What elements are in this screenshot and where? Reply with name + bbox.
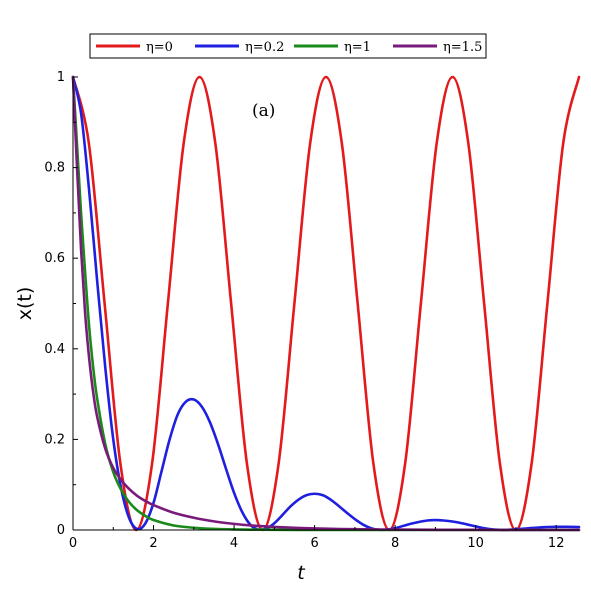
panel-annotation: (a) [252, 101, 275, 121]
series-line-3 [71, 75, 581, 532]
axes-layer: 0 2 4 6 8 10 12 0 0.2 0.4 0.6 0.8 1 [44, 70, 579, 551]
series-line-1 [71, 75, 581, 532]
y-tick-label: 0.4 [44, 342, 65, 357]
y-tick-label: 1 [57, 70, 65, 85]
legend-label: η=0 [146, 40, 173, 55]
legend-label: η=1 [344, 40, 371, 55]
x-tick-label: 12 [548, 536, 565, 551]
y-tick-label: 0.8 [44, 161, 65, 176]
y-tick-label: 0.6 [44, 251, 65, 266]
x-tick-label: 10 [467, 536, 484, 551]
legend-label: η=1.5 [443, 40, 482, 55]
series-line-0 [71, 75, 581, 532]
y-axis-label: x(t) [14, 287, 36, 321]
series-layer [71, 75, 581, 532]
series-line-2 [71, 75, 581, 532]
x-tick-label: 6 [310, 536, 318, 551]
y-tick-label: 0 [57, 523, 65, 538]
plot-area: 0 2 4 6 8 10 12 0 0.2 0.4 0.6 0.8 1 [44, 70, 581, 551]
x-tick-label: 0 [69, 536, 77, 551]
x-tick-label: 4 [230, 536, 238, 551]
x-tick-label: 8 [391, 536, 399, 551]
legend-label: η=0.2 [245, 40, 284, 55]
x-tick-label: 2 [149, 536, 157, 551]
legend: η=0 η=0.2 η=1 η=1.5 [89, 33, 487, 59]
y-tick-label: 0.2 [44, 432, 65, 447]
x-axis-label: t [297, 562, 306, 584]
